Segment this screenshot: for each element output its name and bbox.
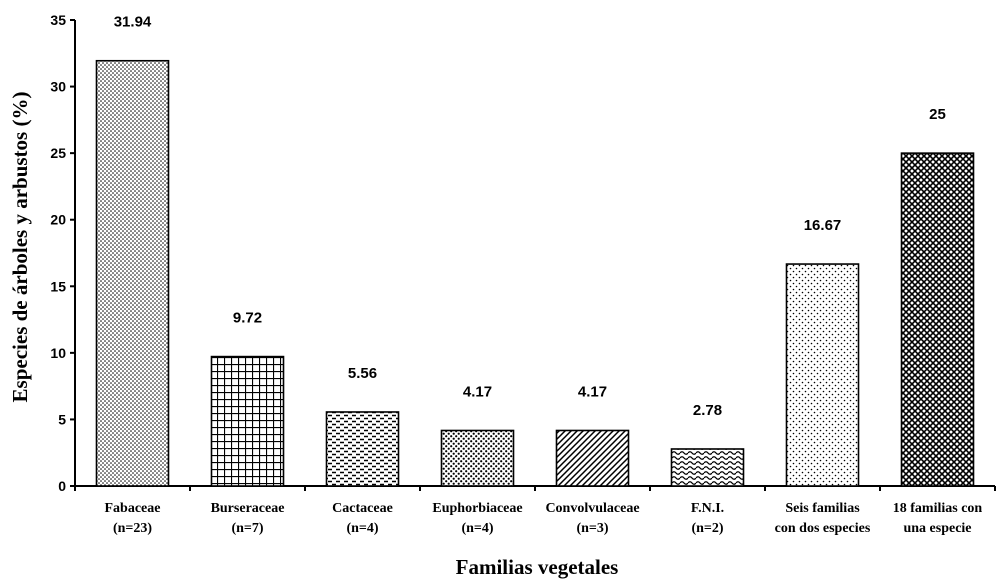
y-tick-label: 20 (50, 212, 66, 228)
bar (95, 59, 170, 487)
y-tick-label: 30 (50, 79, 66, 95)
category-label: con dos especies (775, 521, 871, 536)
bar (210, 355, 285, 487)
bars (95, 59, 975, 487)
bar (670, 448, 745, 487)
y-tick-label: 10 (50, 345, 66, 361)
category-label: (n=7) (231, 521, 263, 536)
category-label: Seis familias (785, 501, 860, 516)
category-label: (n=3) (576, 521, 608, 536)
category-label: Fabaceae (105, 501, 161, 516)
bar (325, 411, 400, 487)
bar (555, 429, 630, 487)
y-axis-ticks: 0 5 10 15 20 25 30 35 (50, 12, 75, 494)
y-tick-label: 15 (50, 278, 66, 294)
bar (785, 263, 860, 487)
data-label: 4.17 (463, 383, 492, 400)
y-axis-title: Especies de árboles y arbustos (%) (8, 92, 32, 403)
category-label: Burseraceae (211, 501, 285, 516)
data-label: 4.17 (578, 383, 607, 400)
category-label: F.N.I. (691, 501, 724, 516)
data-labels: 31.94 9.72 5.56 4.17 4.17 2.78 16.67 25 (114, 14, 946, 419)
category-label: una especie (903, 521, 971, 536)
bar (440, 429, 515, 487)
category-label: Euphorbiaceae (432, 501, 522, 516)
category-label: Cactaceae (332, 501, 393, 516)
category-label: (n=23) (113, 521, 152, 536)
category-label: 18 familias con (893, 501, 983, 516)
data-label: 2.78 (693, 402, 722, 419)
y-tick-label: 35 (50, 12, 66, 28)
category-label: (n=2) (691, 521, 723, 536)
category-label: Convolvulaceae (545, 501, 639, 516)
y-tick-label: 0 (58, 478, 66, 494)
x-axis-title: Familias vegetales (456, 555, 619, 579)
y-tick-label: 5 (58, 411, 66, 427)
x-axis-category-labels: Fabaceae (n=23) Burseraceae (n=7) Cactaceae (… (105, 501, 983, 536)
data-label: 31.94 (114, 14, 152, 31)
category-label: (n=4) (461, 521, 493, 536)
category-label: (n=4) (346, 521, 378, 536)
data-label: 5.56 (348, 365, 377, 382)
y-tick-label: 25 (50, 145, 66, 161)
data-label: 25 (929, 106, 946, 123)
data-label: 16.67 (804, 217, 842, 234)
bar (900, 152, 975, 487)
data-label: 9.72 (233, 310, 262, 327)
